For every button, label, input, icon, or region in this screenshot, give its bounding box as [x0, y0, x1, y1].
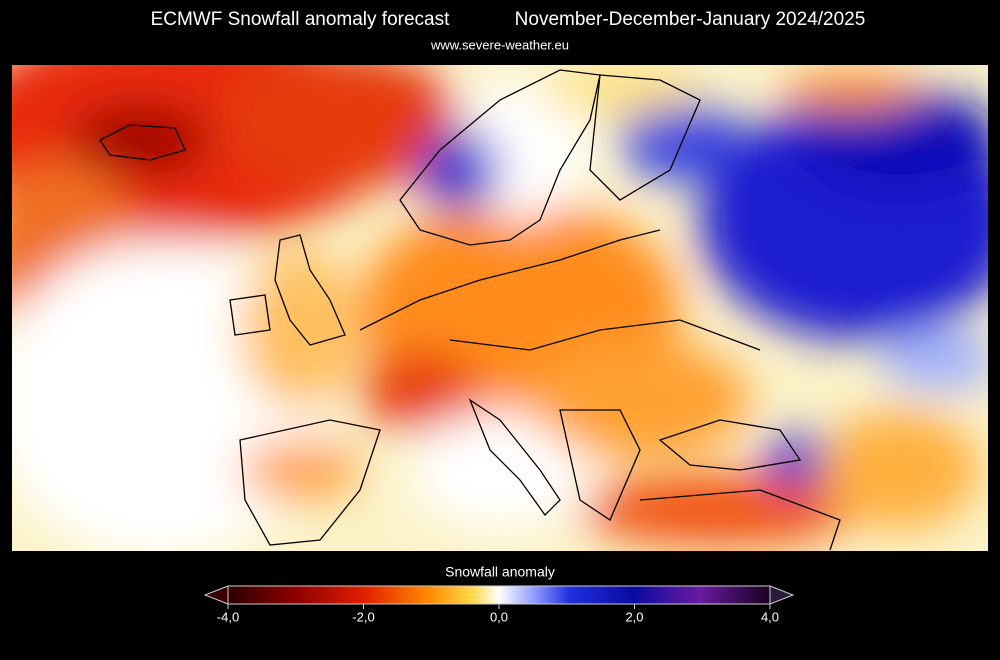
colorbar-tick-label: -4,0 — [217, 609, 239, 624]
colorbar-gradient — [227, 585, 771, 605]
period: November-December-January 2024/2025 — [515, 9, 866, 30]
colorbar-arrow-high — [769, 585, 795, 605]
source: www.severe-weather.eu — [430, 37, 569, 52]
colorbar-tick-label: 0,0 — [490, 609, 508, 624]
map — [12, 65, 988, 551]
colorbar — [203, 585, 795, 605]
colorbar-tick-label: 4,0 — [761, 609, 779, 624]
title: ECMWF Snowfall anomaly forecast — [151, 9, 451, 30]
colorbar-title: Snowfall anomaly — [445, 564, 555, 580]
colorbar-arrow-low — [203, 585, 229, 605]
colorbar-tick-label: -2,0 — [352, 609, 374, 624]
colorbar-tick-label: 2,0 — [625, 609, 643, 624]
